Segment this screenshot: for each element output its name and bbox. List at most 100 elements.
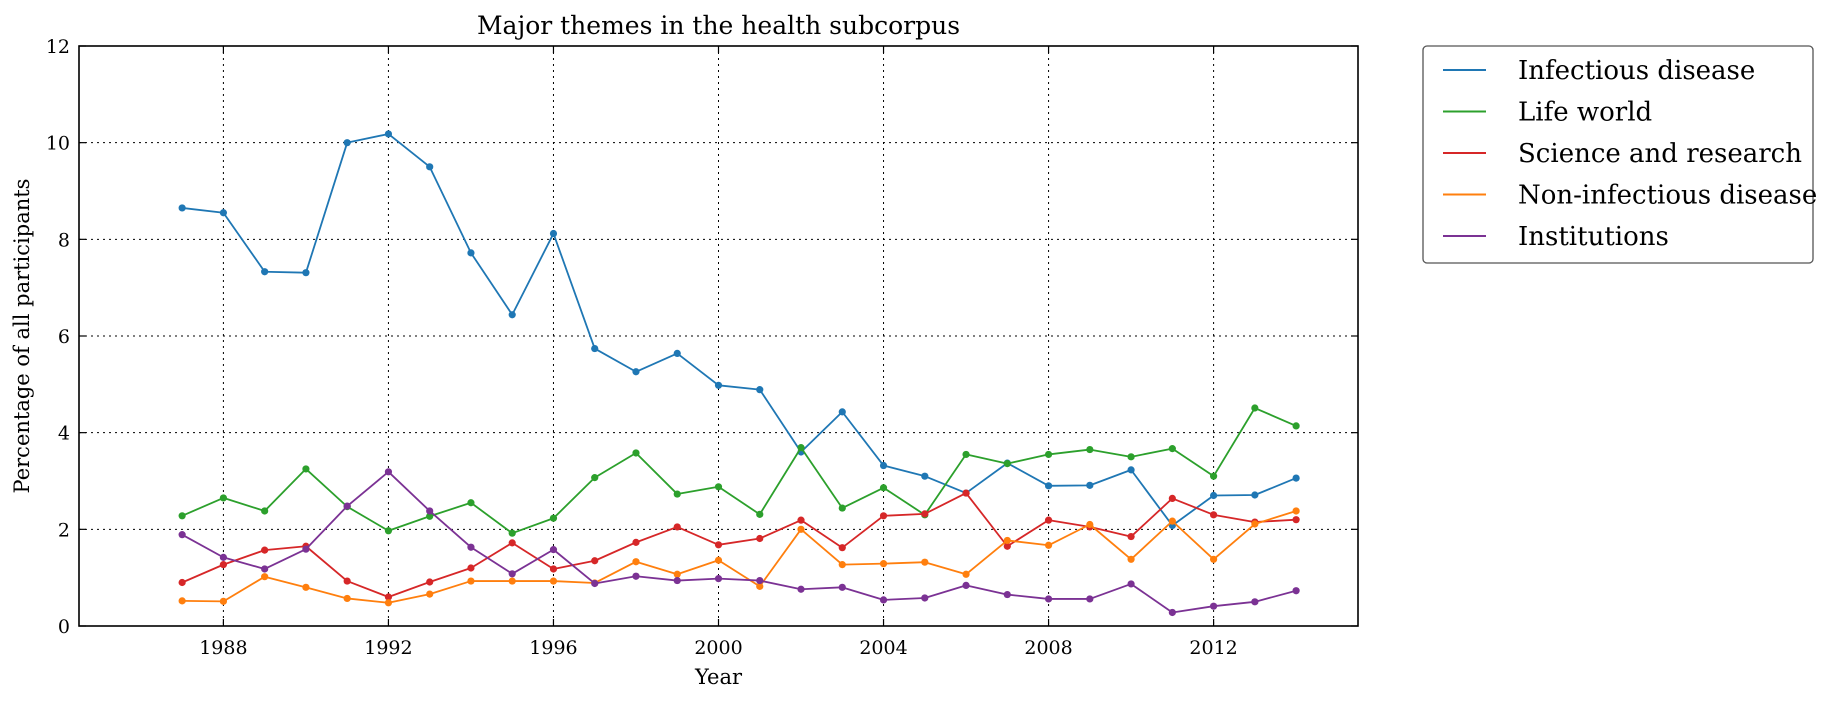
data-point-infectious-disease <box>632 368 640 376</box>
series-science-and-research <box>178 489 1300 601</box>
data-point-science-and-research <box>261 546 269 554</box>
data-point-science-and-research <box>1044 516 1053 524</box>
data-point-institutions <box>879 596 888 604</box>
data-point-science-and-research <box>1168 494 1176 502</box>
data-point-life-world <box>797 444 805 452</box>
data-point-infectious-disease <box>838 408 846 416</box>
series-line-science-and-research <box>181 492 1297 598</box>
data-point-institutions <box>1168 608 1176 617</box>
data-point-institutions <box>508 570 516 578</box>
data-point-infectious-disease <box>219 209 228 217</box>
legend-item-institutions: Institutions <box>1443 222 1669 252</box>
data-point-life-world <box>1003 460 1011 468</box>
data-point-non-infectious-disease <box>1251 520 1259 528</box>
chart-legend: Infectious disease Life world Science and … <box>1422 45 1817 264</box>
data-point-non-infectious-disease <box>1003 536 1011 545</box>
data-point-science-and-research <box>591 557 599 565</box>
legend-label: Life world <box>1518 98 1652 128</box>
data-point-life-world <box>426 512 434 520</box>
series-non-infectious-disease <box>178 507 1300 607</box>
data-point-science-and-research <box>797 516 805 524</box>
series-line-life-world <box>181 407 1297 535</box>
data-point-institutions <box>467 543 475 551</box>
data-point-non-infectious-disease <box>632 558 640 566</box>
data-point-non-infectious-disease <box>1127 555 1135 563</box>
data-point-science-and-research <box>1209 511 1218 519</box>
data-point-science-and-research <box>714 541 723 549</box>
data-point-science-and-research <box>343 577 351 585</box>
data-point-science-and-research <box>756 534 764 543</box>
data-point-institutions <box>1292 587 1300 595</box>
y-tick-label: 2 <box>58 519 70 541</box>
data-point-science-and-research <box>467 564 475 572</box>
data-point-institutions <box>384 468 393 476</box>
x-tick-label: 1988 <box>199 637 247 659</box>
data-point-infectious-disease <box>921 472 929 480</box>
data-point-science-and-research <box>632 538 640 546</box>
data-point-non-infectious-disease <box>962 570 970 578</box>
data-point-life-world <box>302 465 310 473</box>
series-life-world <box>178 404 1300 537</box>
data-point-institutions <box>673 576 681 585</box>
data-point-institutions <box>797 585 805 593</box>
legend-label: Infectious disease <box>1518 56 1755 86</box>
data-point-life-world <box>1086 445 1094 454</box>
data-point-infectious-disease <box>467 249 475 257</box>
data-point-institutions <box>549 546 558 554</box>
data-point-science-and-research <box>178 578 186 587</box>
data-point-science-and-research <box>384 593 393 601</box>
data-point-life-world <box>1209 472 1218 480</box>
data-point-infectious-disease <box>343 139 351 147</box>
data-point-infectious-disease <box>1251 491 1259 499</box>
data-point-non-infectious-disease <box>1292 507 1300 515</box>
chart-title: Major themes in the health subcorpus <box>477 11 960 40</box>
data-point-non-infectious-disease <box>219 597 228 605</box>
y-axis-label: Percentage of all participants <box>10 179 34 494</box>
data-point-non-infectious-disease <box>1168 517 1176 525</box>
data-point-institutions <box>714 575 723 583</box>
data-point-life-world <box>838 504 846 512</box>
legend-item-infectious-disease: Infectious disease <box>1443 56 1755 86</box>
data-point-institutions <box>838 583 846 591</box>
data-point-non-infectious-disease <box>673 570 681 578</box>
data-point-institutions <box>1209 602 1218 610</box>
x-tick-label: 2004 <box>859 637 907 659</box>
data-point-institutions <box>261 565 269 573</box>
data-point-infectious-disease <box>1209 491 1218 500</box>
data-point-life-world <box>962 450 970 459</box>
data-point-non-infectious-disease <box>343 594 351 603</box>
series-line-institutions <box>181 470 1297 614</box>
data-point-life-world <box>1292 422 1300 430</box>
data-point-life-world <box>1168 445 1176 453</box>
data-point-infectious-disease <box>384 130 393 138</box>
data-point-life-world <box>178 512 186 520</box>
data-point-non-infectious-disease <box>756 582 764 590</box>
data-point-life-world <box>549 514 558 522</box>
data-point-science-and-research <box>838 544 846 552</box>
data-point-science-and-research <box>219 561 228 569</box>
data-point-infectious-disease <box>673 349 681 357</box>
data-point-non-infectious-disease <box>467 577 475 585</box>
series-line-non-infectious-disease <box>182 510 1297 604</box>
data-point-institutions <box>343 502 351 510</box>
grid-lines <box>79 46 1358 626</box>
data-point-non-infectious-disease <box>921 558 929 566</box>
data-point-science-and-research <box>549 565 558 573</box>
data-point-life-world <box>1127 453 1135 461</box>
data-point-institutions <box>219 553 228 561</box>
data-point-non-infectious-disease <box>384 599 393 607</box>
series-line-infectious-disease <box>182 133 1297 527</box>
data-point-institutions <box>962 581 970 590</box>
data-point-science-and-research <box>962 489 970 497</box>
data-point-life-world <box>467 499 475 507</box>
x-tick-label: 2000 <box>694 637 742 659</box>
data-point-infectious-disease <box>879 461 888 470</box>
legend-label: Non-infectious disease <box>1518 181 1817 211</box>
data-point-infectious-disease <box>549 229 558 238</box>
data-point-science-and-research <box>879 512 888 520</box>
x-axis-label: Year <box>694 665 743 689</box>
y-tick-label: 6 <box>58 326 70 348</box>
data-point-non-infectious-disease <box>1209 555 1218 563</box>
